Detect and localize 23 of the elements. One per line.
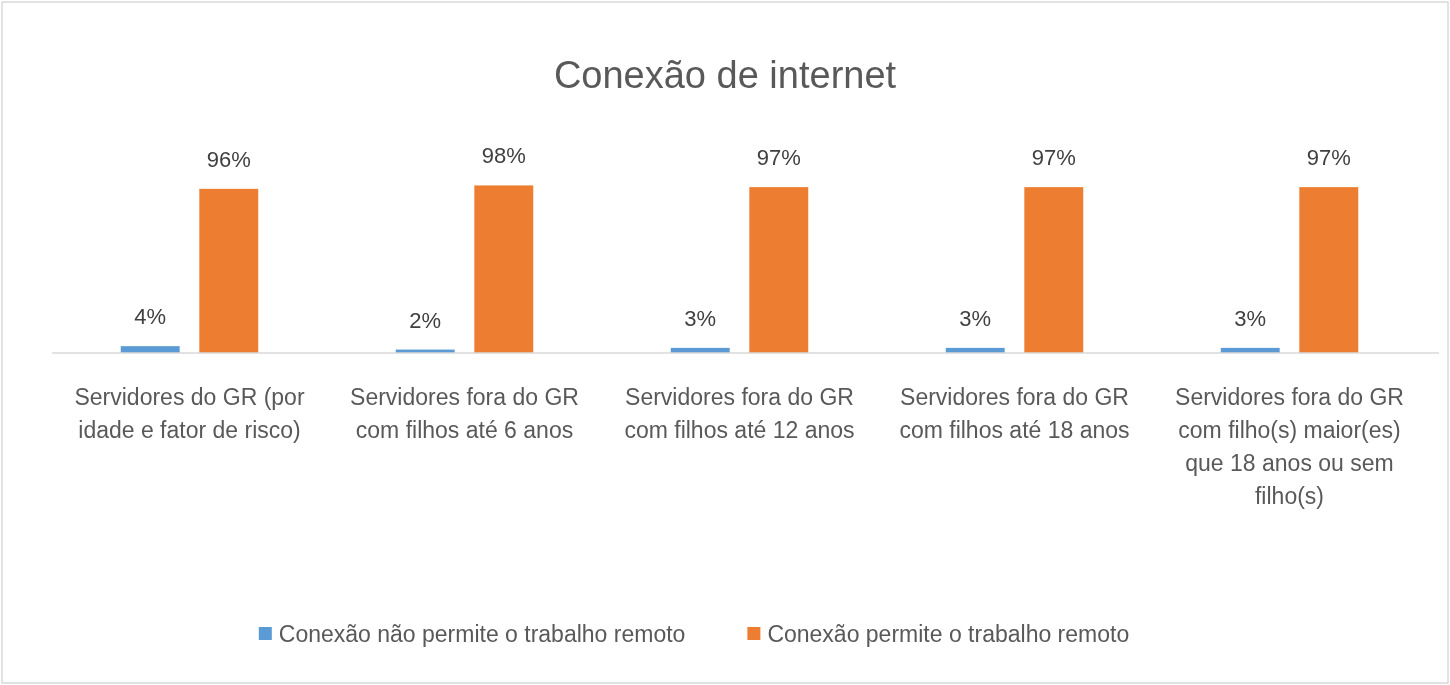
data-label: 2% [409,307,442,333]
data-label: 96% [206,146,251,172]
data-label: 97% [1031,145,1076,171]
legend-label: Conexão não permite o trabalho remoto [278,621,686,647]
data-label: 3% [959,305,992,331]
data-label: 4% [134,304,167,330]
bar [1299,187,1359,353]
x-tick-label: Servidores fora do GR com filhos até 12 anos [624,384,855,443]
bar [199,188,259,353]
x-tick-label: Servidores fora do GR com filhos até 18 anos [899,384,1130,443]
legend-label: Conexão permite o trabalho remoto [767,621,1130,647]
x-tick-label: Servidores fora do GR com filho(s) maior(es) que 18 anos ou sem filho(s) [1175,384,1404,509]
data-label: 3% [684,305,717,331]
bar [749,187,809,353]
data-label: 97% [756,145,801,171]
data-label: 3% [1234,305,1267,331]
x-tick-label: Servidores fora do GR com filhos até 6 anos [350,384,579,443]
bar [474,185,534,353]
chart-title: Conexão de internet [553,54,897,96]
x-tick-label: Servidores do GR (por idade e fator de risco) [74,384,305,443]
bar [1024,187,1084,353]
data-label: 98% [481,143,526,169]
data-label: 97% [1306,145,1351,171]
